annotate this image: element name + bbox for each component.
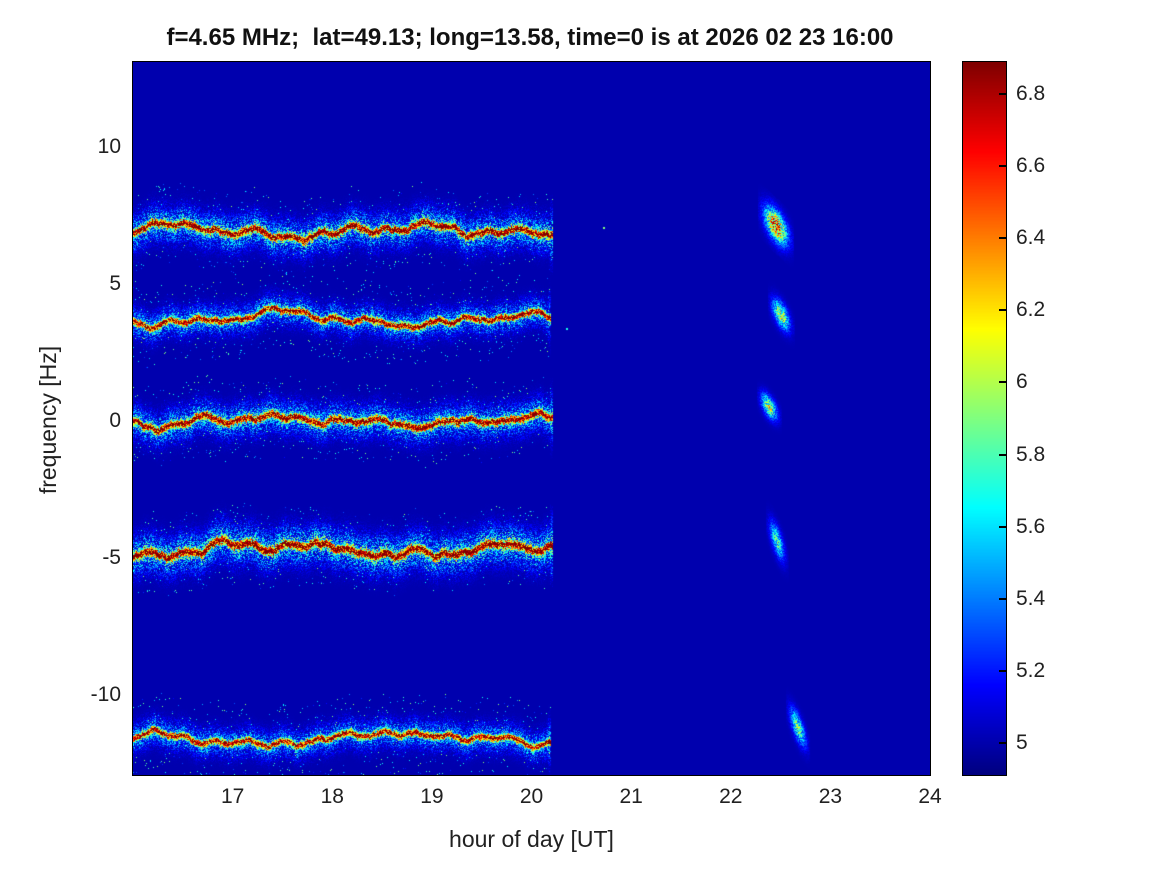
x-tick-label: 17 <box>220 785 245 808</box>
x-tick-label: 23 <box>818 785 843 808</box>
x-tick-label: 22 <box>719 785 743 808</box>
colorbar-tick-mark <box>999 165 1006 168</box>
y-tick-label: 5 <box>109 272 121 296</box>
colorbar-tick-mark <box>999 453 1006 456</box>
colorbar-tick-label: 5.4 <box>1016 586 1046 610</box>
colorbar-tick-label: 5 <box>1016 730 1028 754</box>
spectrogram-canvas <box>132 61 931 776</box>
colorbar-tick-mark <box>999 597 1006 600</box>
colorbar-tick-mark <box>999 669 1006 672</box>
colorbar-tick-label: 6 <box>1016 370 1028 394</box>
colorbar-tick-label: 6.6 <box>1016 154 1046 178</box>
x-tick-label: 18 <box>320 785 344 808</box>
x-tick-label: 21 <box>619 785 643 808</box>
colorbar-tick-mark <box>999 309 1006 312</box>
colorbar-tick-label: 5.2 <box>1016 658 1046 682</box>
colorbar-tick-mark <box>999 741 1006 744</box>
colorbar-tick-label: 6.4 <box>1016 226 1046 250</box>
colorbar-tick-mark <box>999 381 1006 384</box>
y-tick-label: -5 <box>102 546 121 570</box>
colorbar-tick-label: 5.6 <box>1016 514 1046 538</box>
colorbar-tick-mark <box>999 93 1006 96</box>
chart-title: f=4.65 MHz; lat=49.13; long=13.58, time=… <box>166 24 894 51</box>
colorbar-tick-mark <box>999 237 1006 240</box>
x-tick-label: 20 <box>519 785 544 808</box>
y-tick-label: -10 <box>90 683 121 707</box>
colorbar-tick-mark <box>999 525 1006 528</box>
x-tick-label: 24 <box>918 785 942 808</box>
colorbar-tick-label: 6.8 <box>1016 82 1046 106</box>
colorbar-tick-label: 5.8 <box>1016 442 1046 466</box>
x-axis-label: hour of day [UT] <box>449 826 614 852</box>
x-tick-label: 19 <box>420 785 444 808</box>
y-tick-label: 10 <box>97 135 121 158</box>
y-tick-label: 0 <box>109 409 121 433</box>
colorbar-canvas <box>962 61 1007 776</box>
colorbar-tick-label: 6.2 <box>1016 298 1046 322</box>
